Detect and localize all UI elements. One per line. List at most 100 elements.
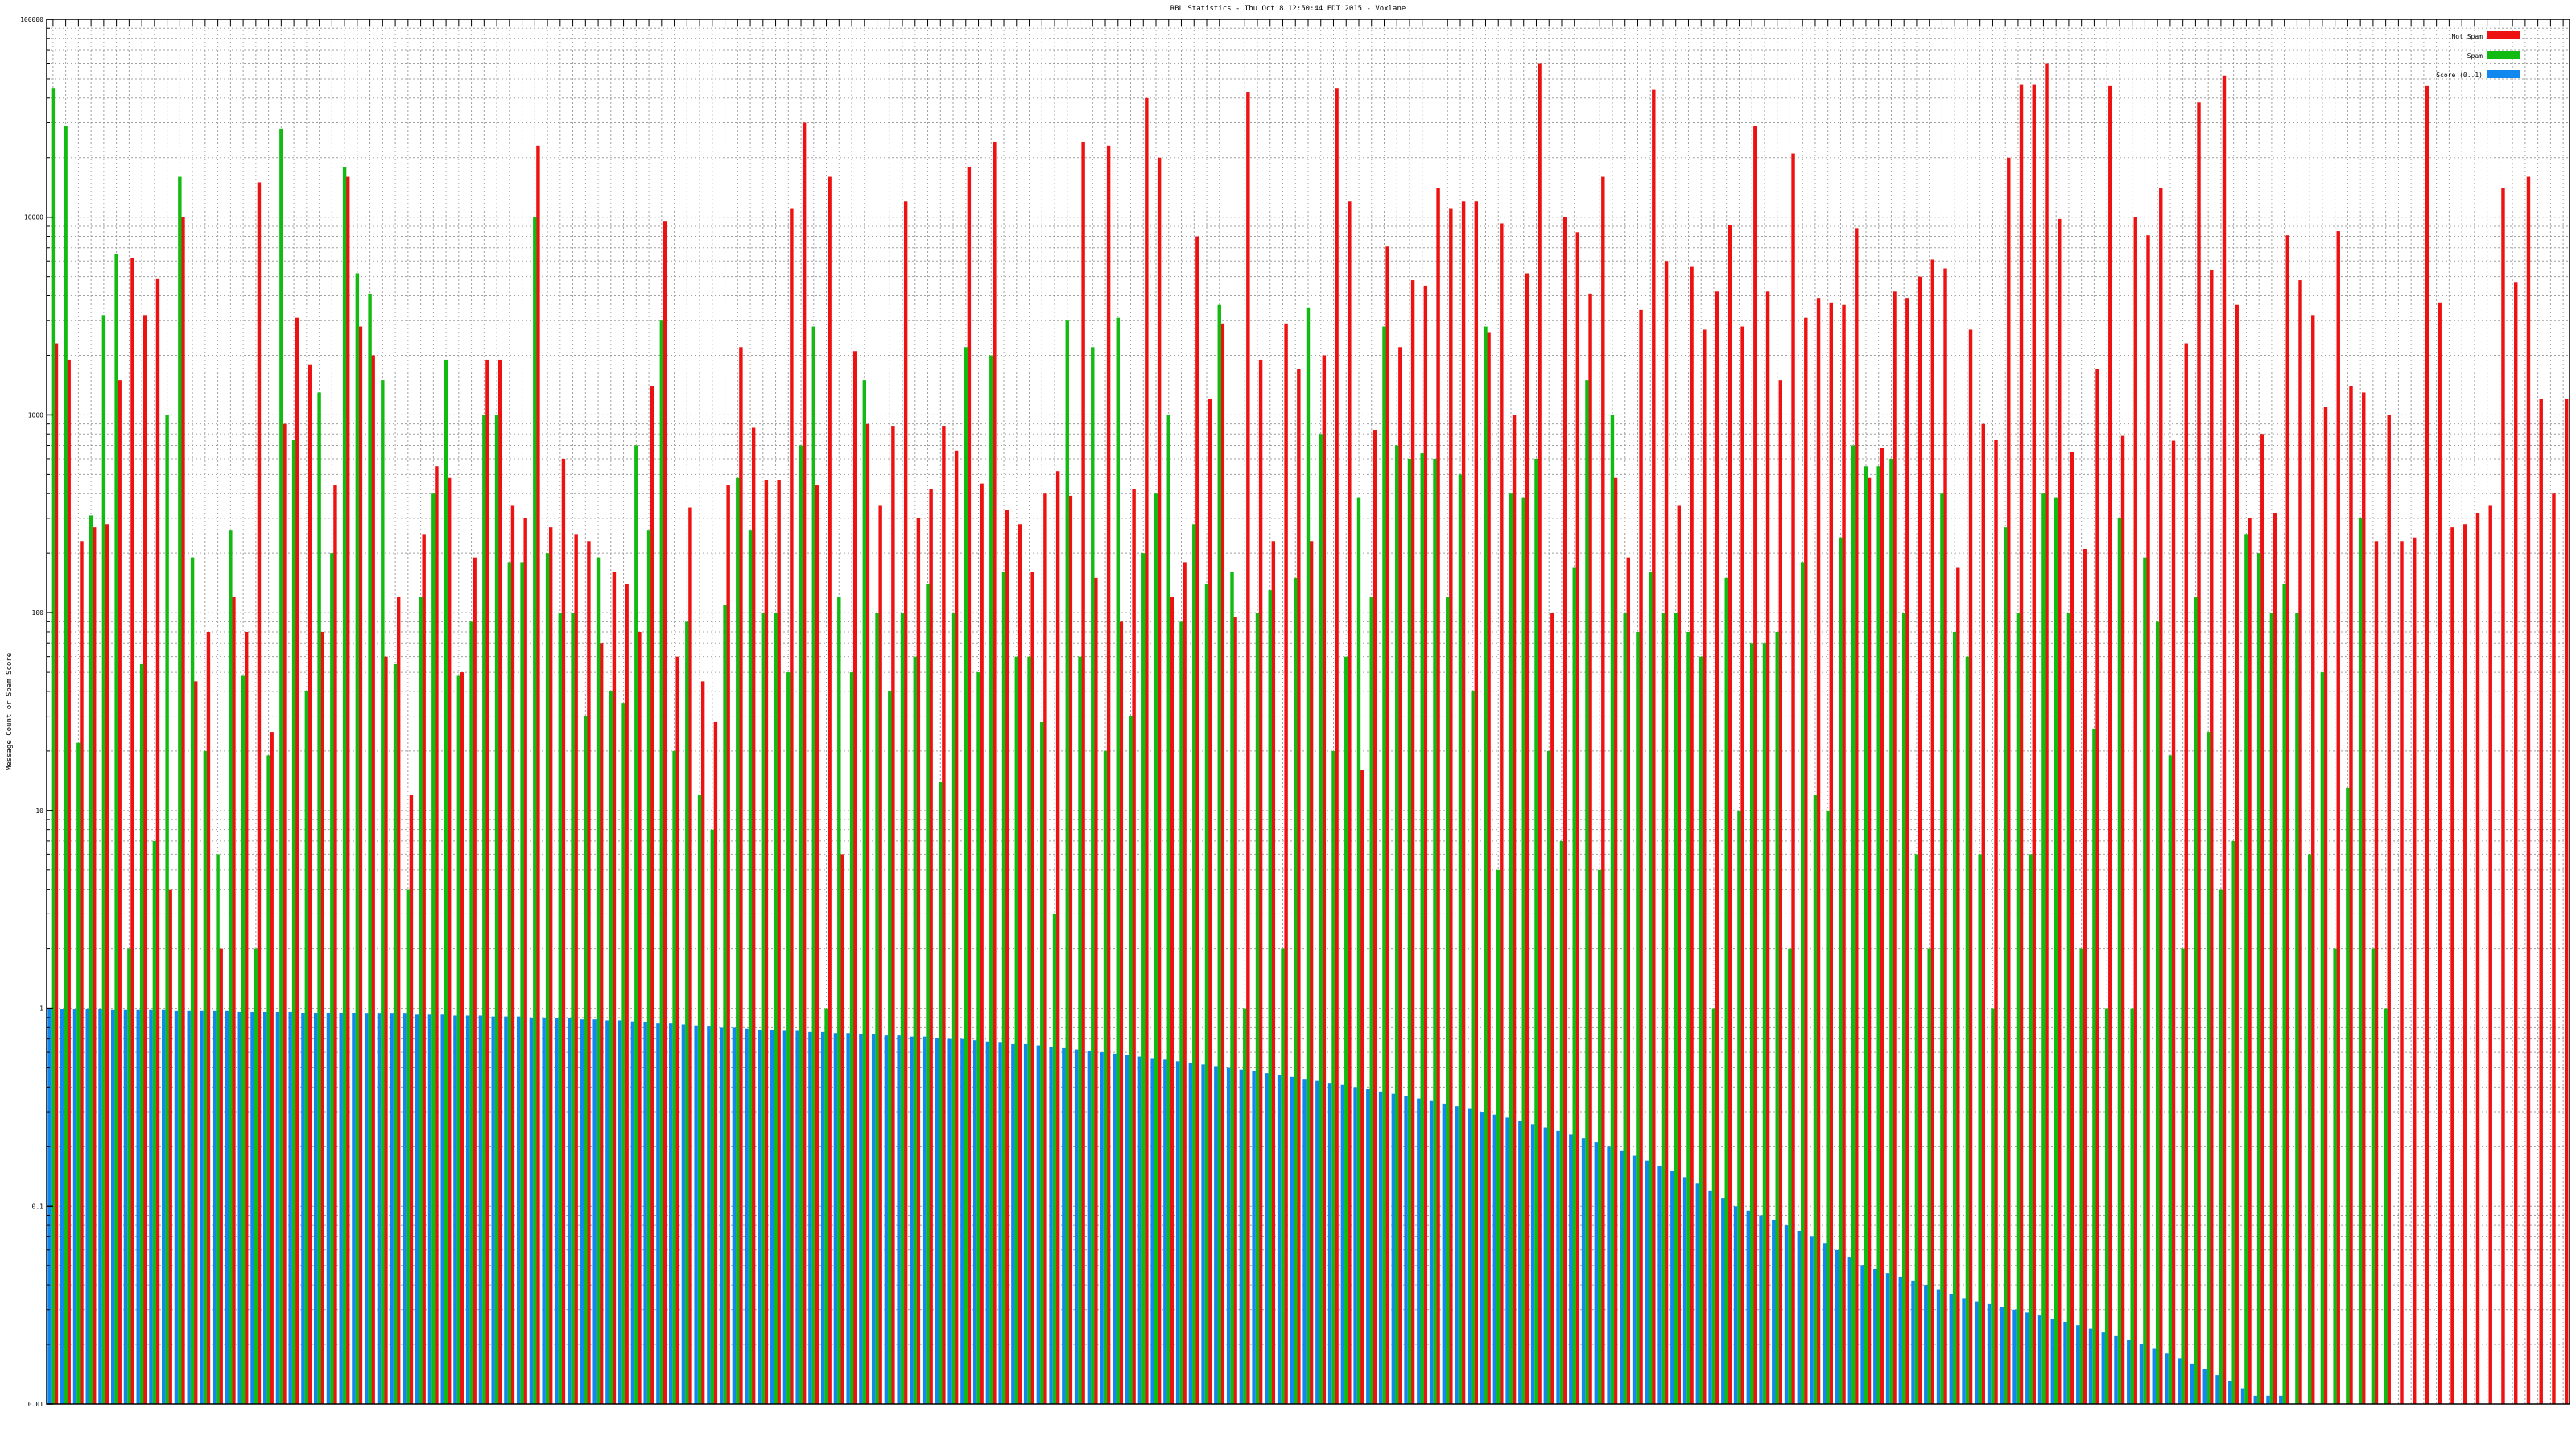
bar-score-0-1 <box>2253 1395 2257 1404</box>
bar-not-spam <box>1753 126 1757 1405</box>
bar-score-0-1 <box>1480 1112 1484 1404</box>
bar-not-spam <box>2019 84 2024 1405</box>
bar-not-spam <box>2438 302 2442 1405</box>
bar-spam <box>1458 474 1463 1404</box>
bar-spam <box>1395 445 1399 1404</box>
bar-score-0-1 <box>1759 1215 1763 1404</box>
bar-score-0-1 <box>1074 1049 1079 1404</box>
bar-spam <box>1699 656 1703 1404</box>
bar-not-spam <box>954 450 959 1404</box>
bar-score-0-1 <box>1011 1043 1015 1404</box>
bar-score-0-1 <box>846 1033 850 1404</box>
bar-not-spam <box>2311 315 2315 1404</box>
bar-score-0-1 <box>782 1030 787 1404</box>
bar-not-spam <box>1398 347 1402 1405</box>
bar-score-0-1 <box>960 1038 964 1404</box>
bar-not-spam <box>2210 270 2214 1404</box>
bar-spam <box>456 675 461 1404</box>
y-axis-label: Message Count or Spam Score <box>6 653 14 770</box>
bar-not-spam <box>358 326 363 1405</box>
bar-not-spam <box>1170 597 1174 1404</box>
bar-spam <box>2066 613 2071 1404</box>
bar-spam <box>1484 326 1488 1405</box>
bar-spam <box>1686 631 1690 1404</box>
bar-score-0-1 <box>262 1011 267 1404</box>
bar-score-0-1 <box>643 1022 647 1404</box>
bar-not-spam <box>2146 235 2150 1405</box>
bar-spam <box>2155 621 2160 1404</box>
bar-score-0-1 <box>390 1013 394 1404</box>
bar-score-0-1 <box>200 1010 204 1404</box>
bar-score-0-1 <box>694 1025 698 1404</box>
bar-spam <box>1294 577 1298 1404</box>
bar-score-0-1 <box>1670 1171 1674 1404</box>
bar-score-0-1 <box>1721 1198 1725 1404</box>
bar-score-0-1 <box>111 1009 115 1404</box>
bar-score-0-1 <box>1214 1066 1218 1404</box>
bar-not-spam <box>1943 268 1947 1405</box>
bar-spam <box>685 621 689 1404</box>
bar-score-0-1 <box>1049 1046 1053 1404</box>
bar-score-0-1 <box>1810 1236 1814 1404</box>
bar-score-0-1 <box>1113 1053 1117 1404</box>
bar-score-0-1 <box>1911 1280 1915 1404</box>
bar-not-spam <box>2413 537 2417 1405</box>
bar-spam <box>342 166 347 1404</box>
bar-score-0-1 <box>2037 1315 2042 1404</box>
bar-spam <box>1420 453 1424 1404</box>
bar-not-spam <box>497 359 502 1404</box>
bar-not-spam <box>2565 398 2569 1404</box>
bar-spam <box>2054 497 2058 1404</box>
bar-not-spam <box>257 182 262 1404</box>
bar-spam <box>761 613 766 1404</box>
bar-score-0-1 <box>149 1009 153 1404</box>
bar-score-0-1 <box>1340 1084 1345 1404</box>
bar-spam <box>482 415 486 1404</box>
bar-not-spam <box>1893 291 1897 1404</box>
bar-not-spam <box>561 458 566 1405</box>
bar-not-spam <box>2323 407 2328 1404</box>
bar-score-0-1 <box>592 1019 597 1404</box>
bar-score-0-1 <box>1201 1064 1205 1404</box>
bar-spam <box>811 326 816 1405</box>
bar-spam <box>229 530 233 1404</box>
bar-spam <box>609 691 613 1404</box>
bar-score-0-1 <box>313 1013 318 1404</box>
bar-spam <box>913 656 917 1404</box>
bar-spam <box>1901 613 1906 1404</box>
bar-not-spam <box>587 541 591 1404</box>
bar-spam <box>393 663 398 1404</box>
bar-score-0-1 <box>1226 1067 1231 1404</box>
bar-not-spam <box>802 122 807 1405</box>
bar-not-spam <box>1690 266 1694 1404</box>
bar-not-spam <box>2285 235 2289 1405</box>
bar-spam <box>431 493 436 1404</box>
bar-spam <box>951 613 956 1404</box>
bar-spam <box>634 445 638 1404</box>
bar-spam <box>1711 1008 1716 1404</box>
bar-score-0-1 <box>910 1036 914 1404</box>
bar-spam <box>2282 584 2286 1404</box>
bar-not-spam <box>1930 259 1934 1405</box>
bar-spam <box>862 380 866 1405</box>
bar-not-spam <box>2273 513 2277 1404</box>
bar-not-spam <box>1487 332 1491 1405</box>
bar-not-spam <box>1613 477 1618 1404</box>
bar-not-spam <box>1626 557 1631 1404</box>
bar-score-0-1 <box>897 1035 901 1404</box>
bar-spam <box>304 691 309 1404</box>
bar-not-spam <box>1119 621 1124 1404</box>
bar-score-0-1 <box>859 1034 863 1404</box>
bar-not-spam <box>1297 369 1301 1405</box>
bar-not-spam <box>764 479 769 1405</box>
bar-not-spam <box>1461 201 1466 1405</box>
bar-not-spam <box>1145 97 1149 1405</box>
bar-score-0-1 <box>427 1014 432 1404</box>
bar-spam <box>1610 415 1615 1404</box>
bar-spam <box>2384 1008 2388 1404</box>
y-tick-label: 1 <box>39 1005 43 1013</box>
bar-score-0-1 <box>250 1011 254 1404</box>
bar-score-0-1 <box>972 1040 977 1404</box>
bar-not-spam <box>1500 223 1504 1404</box>
bar-not-spam <box>1055 471 1060 1404</box>
